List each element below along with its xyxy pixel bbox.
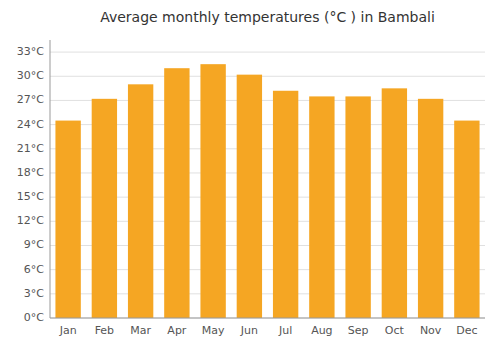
bars bbox=[55, 64, 479, 318]
bar bbox=[128, 84, 153, 318]
y-tick-label: 12°C bbox=[17, 214, 44, 227]
bar bbox=[92, 99, 117, 318]
x-tick-label: Mar bbox=[130, 324, 151, 337]
grid-line bbox=[50, 76, 485, 77]
x-tick-label: Oct bbox=[385, 324, 405, 337]
y-tick-label: 27°C bbox=[17, 93, 44, 106]
title: Average monthly temperatures (°C ) in Ba… bbox=[100, 9, 435, 25]
x-tick-label: Nov bbox=[420, 324, 442, 337]
grid bbox=[50, 52, 485, 318]
grid-line bbox=[50, 318, 485, 319]
bar bbox=[309, 96, 334, 318]
chart: 0°C 3°C 6°C 9°C 12°C 15°C 18°C 21°C 24°C 27°C 30°C… bbox=[0, 0, 500, 350]
y-tick-label: 15°C bbox=[17, 190, 44, 203]
x-tick-label: Feb bbox=[95, 324, 114, 337]
bar bbox=[55, 121, 80, 318]
x-tick-label: May bbox=[202, 324, 225, 337]
x-tick-label: Apr bbox=[167, 324, 187, 337]
bar bbox=[382, 88, 407, 318]
y-tick-label: 6°C bbox=[24, 263, 44, 276]
y-axis-line bbox=[50, 40, 51, 318]
x-axis-line bbox=[50, 318, 485, 319]
x-axis: Jan Feb Mar Apr May Jun Jul Aug Sep Oct Nov Dec bbox=[50, 318, 485, 337]
x-tick-label: Jul bbox=[278, 324, 292, 337]
y-tick-label: 24°C bbox=[17, 118, 44, 131]
bar bbox=[164, 68, 189, 318]
y-tick-label: 0°C bbox=[24, 311, 44, 324]
y-tick-label: 3°C bbox=[24, 287, 44, 300]
bar bbox=[237, 75, 262, 318]
x-tick-label: Aug bbox=[311, 324, 332, 337]
bar bbox=[454, 121, 479, 318]
y-tick-label: 18°C bbox=[17, 166, 44, 179]
y-tick-label: 30°C bbox=[17, 69, 44, 82]
grid-line bbox=[50, 52, 485, 53]
chart-container: 0°C 3°C 6°C 9°C 12°C 15°C 18°C 21°C 24°C 27°C 30°C… bbox=[0, 0, 500, 350]
x-tick-label: Dec bbox=[456, 324, 477, 337]
bar bbox=[273, 91, 298, 318]
bar bbox=[418, 99, 443, 318]
x-tick-label: Jun bbox=[240, 324, 258, 337]
y-tick-label: 21°C bbox=[17, 142, 44, 155]
x-tick-label: Jan bbox=[59, 324, 77, 337]
bar bbox=[345, 96, 370, 318]
y-tick-label: 33°C bbox=[17, 45, 44, 58]
x-tick-label: Sep bbox=[348, 324, 369, 337]
y-tick-label: 9°C bbox=[24, 238, 44, 251]
bar bbox=[200, 64, 225, 318]
y-axis: 0°C 3°C 6°C 9°C 12°C 15°C 18°C 21°C 24°C 27°C 30°C… bbox=[17, 40, 50, 324]
